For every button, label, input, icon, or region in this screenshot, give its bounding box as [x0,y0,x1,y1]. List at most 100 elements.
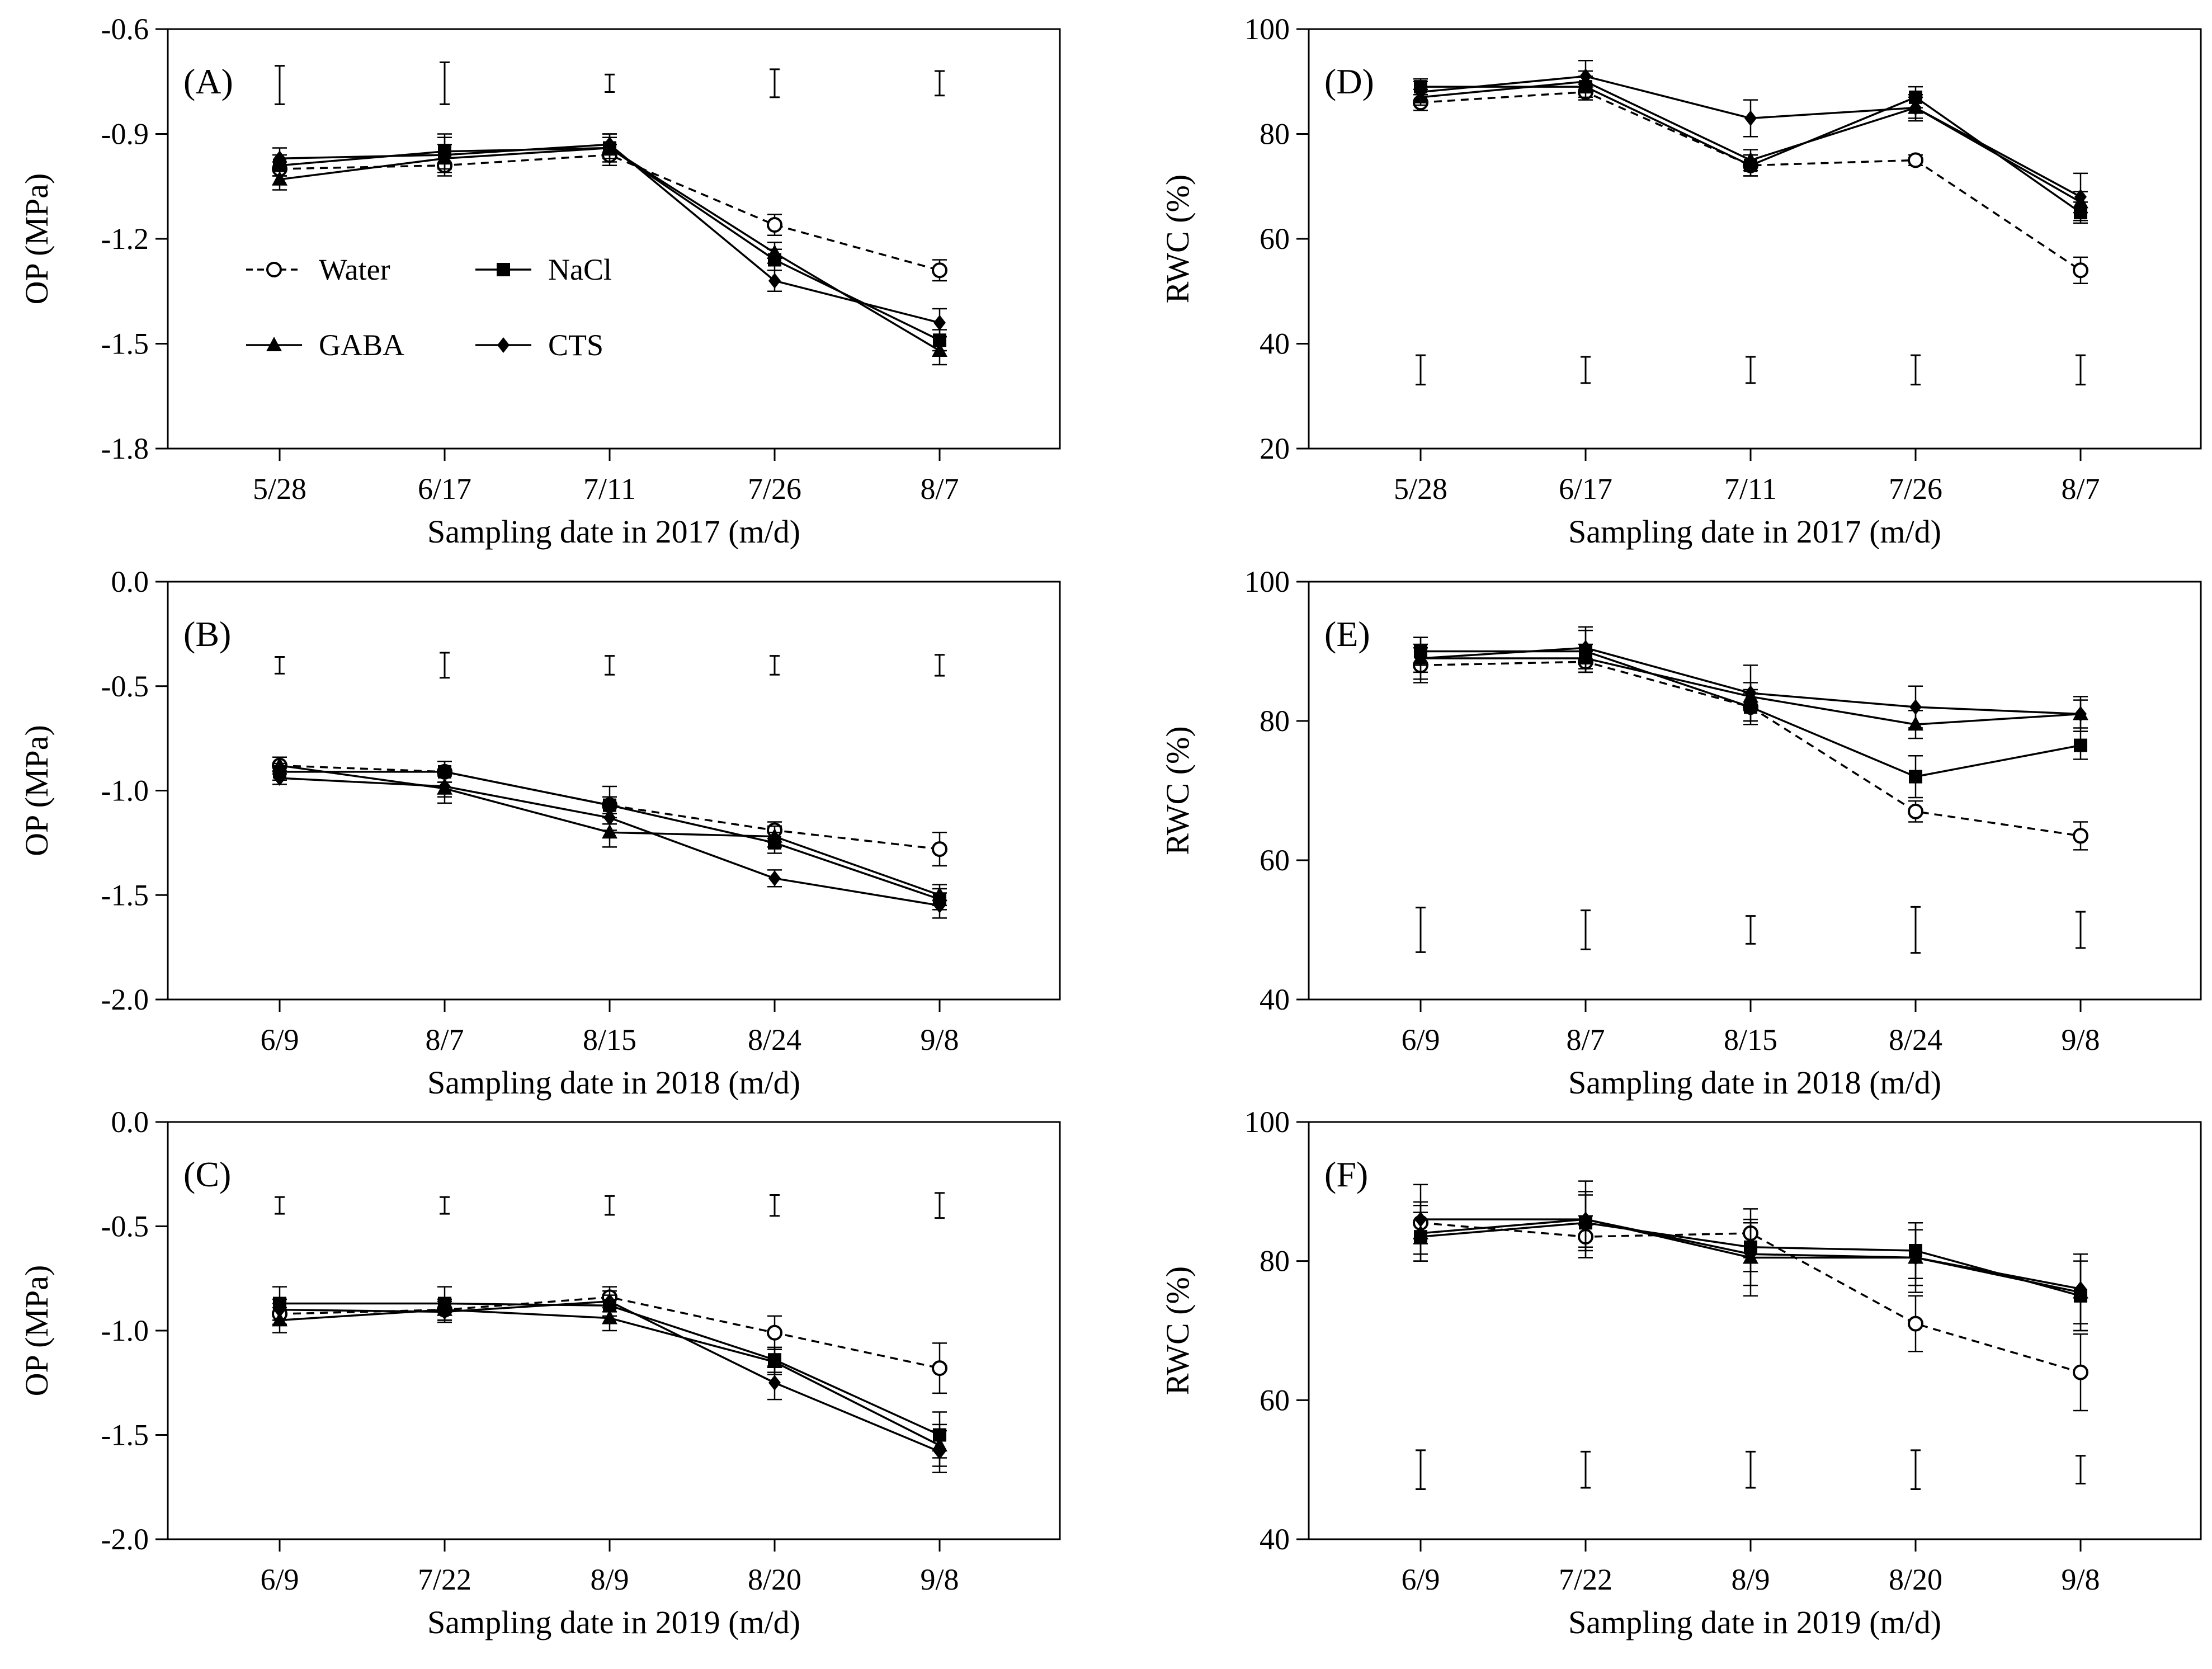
marker-water-5 [2073,1364,2088,1380]
lsd-bar [1416,907,1426,953]
marker-water-4 [1908,803,1923,819]
y-tick-label: -0.5 [101,670,149,703]
legend-label: CTS [548,328,603,362]
marker-gaba-4 [767,828,782,843]
lsd-bar [1911,1449,1921,1490]
y-tick-label: 0.0 [111,565,149,598]
marker-cts-5 [933,897,946,913]
y-tick-label: 100 [1244,1105,1290,1139]
y-tick-label: 20 [1260,432,1290,465]
y-tick-label: 40 [1260,983,1290,1016]
x-tick-label: 8/7 [2061,472,2100,506]
x-tick-label: 9/8 [920,1023,959,1057]
series-nacl [272,133,947,352]
legend-entry-cts: CTS [475,328,603,362]
y-tick-label: 0.0 [111,1105,149,1139]
x-tick-label: 5/28 [1394,472,1447,506]
panel-label: (D) [1324,62,1374,101]
legend-label: GABA [319,328,404,362]
x-tick-label: 8/15 [583,1023,636,1057]
plot-frame [167,581,1061,1001]
panels: -0.6 -0.9 -1.2 -1.5 -1.8 5/28 6/17 7/11 7/26 8/7 S… [18,12,2202,1640]
x-tick-label: 9/8 [2061,1563,2100,1596]
y-tick-label: -1.5 [101,1418,149,1452]
marker-cts-5 [933,1444,946,1460]
marker-cts-5 [2074,189,2087,205]
lsd-bar [275,65,285,105]
x-tick-label: 8/7 [1566,1023,1605,1057]
y-tick-label: 100 [1244,12,1290,46]
lsd-bar [1416,354,1426,386]
marker-water-5 [2073,262,2088,279]
x-axis-title: Sampling date in 2019 (m/d) [1568,1604,1941,1640]
marker-cts-3 [603,136,616,153]
y-tick-label: -1.0 [101,774,149,808]
lsd-bar [2076,354,2086,386]
x-tick-label: 6/9 [1401,1023,1440,1057]
x-tick-label: 7/22 [418,1563,471,1596]
marker-cts-4 [1909,1250,1922,1266]
lsd-bar [935,654,945,677]
marker-gaba-1 [272,757,287,772]
lsd-bar [2076,911,2086,949]
plot-frame [1308,28,2202,450]
y-axis-title: RWC (%) [1159,175,1196,303]
lsd-bar [770,1194,780,1217]
marker-gaba-3 [1743,152,1758,167]
series-line-water [1420,1222,2081,1374]
y-tick-label: 40 [1260,327,1290,361]
marker-water-5 [932,841,947,857]
marker-cts-4 [1909,100,1922,116]
lsd-bar [1746,915,1756,945]
lsd-bar [770,655,780,676]
x-tick-label: 6/9 [1401,1563,1440,1596]
lsd-bar [935,70,945,97]
lsd-bar [275,656,285,675]
y-tick-label: -0.9 [101,117,149,151]
y-axis-title: OP (MPa) [18,725,55,856]
lsd-bar [1581,1450,1591,1489]
series-gaba [1413,70,2088,214]
lsd-bar [440,652,450,679]
series-line-water [279,764,940,850]
lsd-bar [605,73,615,93]
x-tick-label: 8/9 [590,1563,629,1596]
marker-gaba-4 [767,244,782,259]
x-tick-label: 7/26 [1889,472,1942,506]
marker-cts-103 [497,337,510,353]
y-tick-label: -2.0 [101,983,149,1016]
x-tick-label: 8/15 [1724,1023,1777,1057]
lsd-bar [1911,354,1921,386]
x-axis-title: Sampling date in 2017 (m/d) [427,513,800,550]
marker-gaba-1 [272,171,287,186]
lsd-bar [275,1196,285,1215]
y-tick-label: 80 [1260,1244,1290,1278]
y-tick-label: 60 [1260,222,1290,256]
legend-entry-gaba: GABA [246,328,404,362]
y-axis-title: RWC (%) [1159,726,1196,855]
series-line-water [1420,91,2081,271]
plot-frame [1308,581,2202,1001]
y-tick-label: -0.5 [101,1210,149,1243]
marker-cts-3 [1744,1246,1757,1262]
y-axis-title: RWC (%) [1159,1266,1196,1395]
y-tick-label: -1.5 [101,327,149,361]
chart-panel-a: -0.6 -0.9 -1.2 -1.5 -1.8 5/28 6/17 7/11 7/26 8/7 S… [18,12,1061,550]
y-tick-label: 80 [1260,117,1290,151]
x-tick-label: 7/26 [748,472,801,506]
lsd-bar [605,655,615,676]
y-tick-label: 80 [1260,704,1290,738]
lsd-bar [1581,356,1591,384]
lsd-bar [1581,909,1591,950]
lsd-bar [440,61,450,105]
marker-gaba-5 [932,342,947,357]
chart-panel-b: 0.0 -0.5 -1.0 -1.5 -2.0 6/9 8/7 8/15 8/24 9/8 Samp… [18,565,1061,1101]
series-line-water [279,154,940,271]
lsd-bar [1911,906,1921,954]
panel-label: (A) [183,62,233,101]
series-gaba [272,1298,947,1467]
panel-label: (F) [1324,1154,1368,1194]
series-gaba [272,756,947,907]
y-tick-label: 100 [1244,565,1290,598]
